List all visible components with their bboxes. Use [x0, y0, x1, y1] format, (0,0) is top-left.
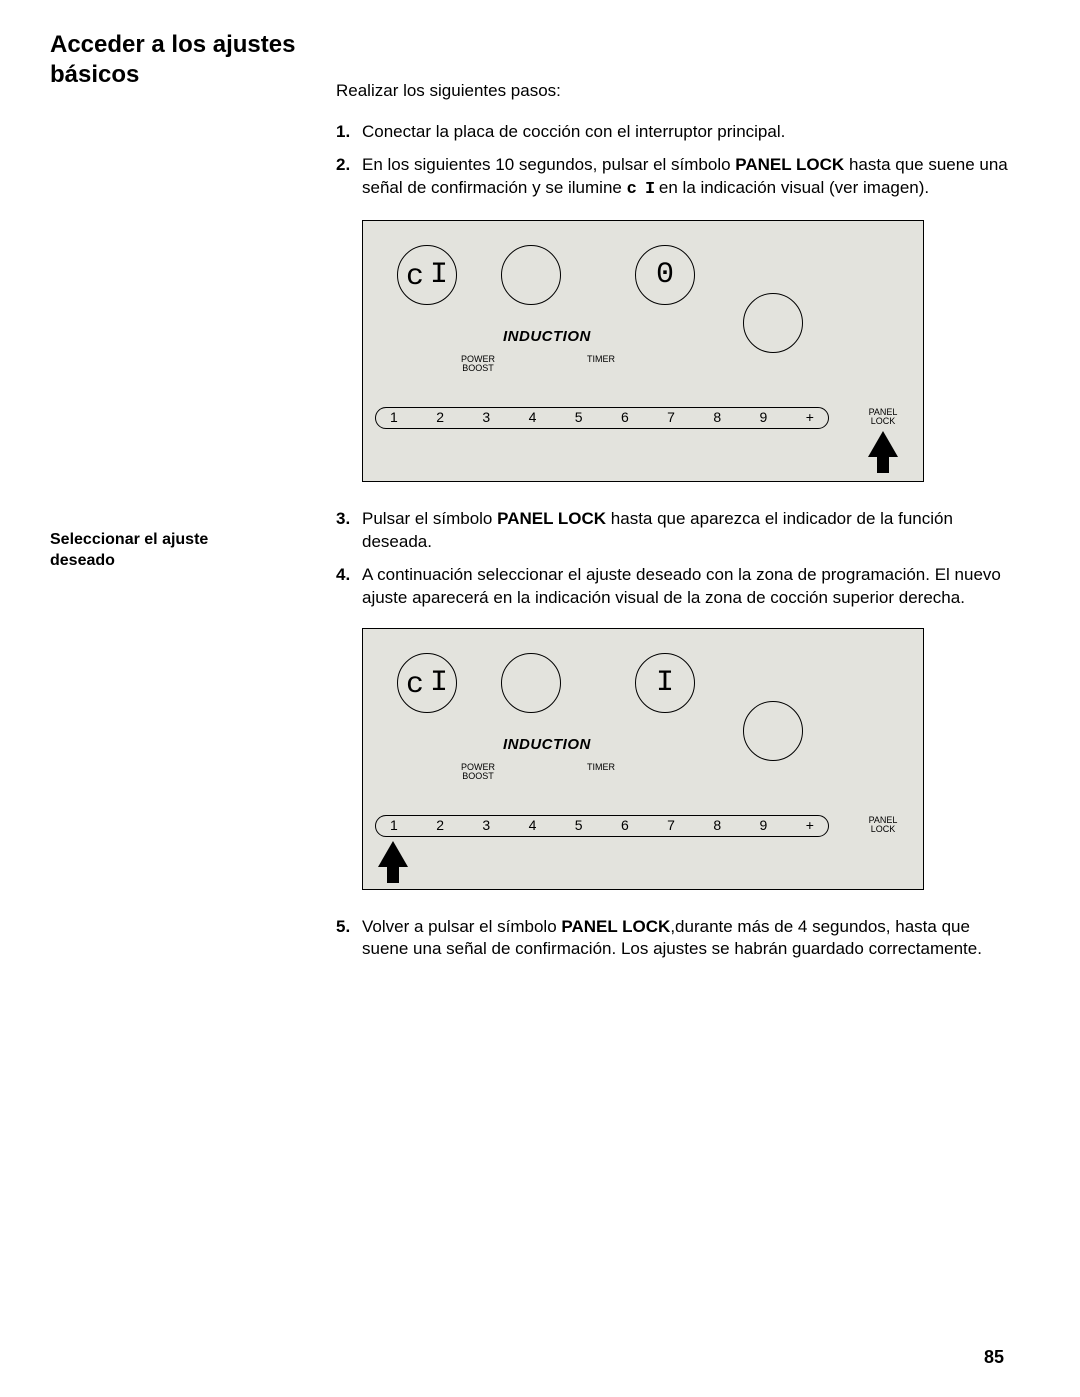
main-content: Realizar los siguientes pasos: 1. Conect…	[336, 80, 1010, 482]
induction-label: INDUCTION	[503, 327, 591, 347]
control-panel-diagram-1: c I 0 INDUCTION POWER BOOST TIMER 1 2 3 …	[362, 220, 924, 482]
slider-3: 3	[482, 408, 490, 427]
cooking-zone-display-4	[743, 701, 803, 761]
step-4: 4. A continuación seleccionar el ajuste …	[336, 564, 1010, 610]
power-slider: 1 2 3 4 5 6 7 8 9 +	[375, 815, 829, 837]
slider-8: 8	[713, 816, 721, 835]
step-number: 2.	[336, 154, 350, 177]
cooking-zone-display-3: 0	[635, 245, 695, 305]
slider-7: 7	[667, 816, 675, 835]
slider-7: 7	[667, 408, 675, 427]
step-2: 2. En los siguientes 10 segundos, pulsar…	[336, 154, 1010, 202]
arrow-up-icon	[378, 841, 408, 867]
panel-lock-keyword: PANEL LOCK	[735, 155, 844, 174]
power-boost-label: POWER BOOST	[455, 763, 501, 782]
step-3: 3. Pulsar el símbolo PANEL LOCK hasta qu…	[336, 508, 1010, 554]
seg-i: I	[656, 668, 674, 698]
step-text-pre: Pulsar el símbolo	[362, 509, 497, 528]
step-text-pre: En los siguientes 10 segundos, pulsar el…	[362, 155, 735, 174]
seg-i: I	[430, 668, 448, 698]
panel-lock-keyword: PANEL LOCK	[497, 509, 606, 528]
panel-lock-keyword: PANEL LOCK	[561, 917, 670, 936]
power-boost-label: POWER BOOST	[455, 355, 501, 374]
steps-list: 1. Conectar la placa de cocción con el i…	[336, 121, 1010, 202]
control-panel-diagram-2: c I I INDUCTION POWER BOOST TIMER 1 2 3 …	[362, 628, 924, 890]
cooking-zone-display-1: c I	[397, 245, 457, 305]
page-title: Acceder a los ajustes básicos	[50, 30, 310, 90]
slider-plus: +	[806, 816, 814, 835]
slider-9: 9	[760, 816, 768, 835]
cooking-zone-display-4	[743, 293, 803, 353]
steps-list-2: 3. Pulsar el símbolo PANEL LOCK hasta qu…	[336, 508, 1010, 610]
slider-5: 5	[575, 816, 583, 835]
seg-i: I	[430, 260, 448, 290]
step-text-post: en la indicación visual (ver imagen).	[654, 178, 929, 197]
slider-5: 5	[575, 408, 583, 427]
arrow-stem	[877, 455, 889, 473]
panel-lock-label: PANEL LOCK	[861, 816, 905, 835]
seg-0: 0	[656, 260, 674, 290]
cooking-zone-display-3: I	[635, 653, 695, 713]
step-text: A continuación seleccionar el ajuste des…	[362, 565, 1001, 607]
step-number: 3.	[336, 508, 350, 531]
arrow-stem	[387, 865, 399, 883]
slider-9: 9	[760, 408, 768, 427]
slider-2: 2	[436, 408, 444, 427]
step-1: 1. Conectar la placa de cocción con el i…	[336, 121, 1010, 144]
slider-4: 4	[529, 816, 537, 835]
panel-lock-label: PANEL LOCK	[861, 408, 905, 427]
slider-6: 6	[621, 408, 629, 427]
cooking-zone-display-2	[501, 653, 561, 713]
arrow-up-icon	[868, 431, 898, 457]
page-number: 85	[984, 1345, 1004, 1369]
slider-2: 2	[436, 816, 444, 835]
slider-6: 6	[621, 816, 629, 835]
cooking-zone-display-1: c I	[397, 653, 457, 713]
timer-label: TIMER	[587, 763, 615, 772]
subheading-select-setting: Seleccionar el ajuste deseado	[50, 530, 270, 572]
slider-3: 3	[482, 816, 490, 835]
induction-label: INDUCTION	[503, 735, 591, 755]
step-number: 5.	[336, 916, 350, 939]
step-text: Conectar la placa de cocción con el inte…	[362, 122, 785, 141]
slider-plus: +	[806, 408, 814, 427]
slider-8: 8	[713, 408, 721, 427]
steps-list-3: 5. Volver a pulsar el símbolo PANEL LOCK…	[336, 916, 1010, 962]
step-text-pre: Volver a pulsar el símbolo	[362, 917, 561, 936]
timer-label: TIMER	[587, 355, 615, 364]
step-number: 4.	[336, 564, 350, 587]
power-slider: 1 2 3 4 5 6 7 8 9 +	[375, 407, 829, 429]
intro-text: Realizar los siguientes pasos:	[336, 80, 1010, 103]
step-5: 5. Volver a pulsar el símbolo PANEL LOCK…	[336, 916, 1010, 962]
step-number: 1.	[336, 121, 350, 144]
cooking-zone-display-2	[501, 245, 561, 305]
slider-1: 1	[390, 816, 398, 835]
display-code: c I	[627, 180, 655, 199]
main-content-2: 3. Pulsar el símbolo PANEL LOCK hasta qu…	[336, 508, 1010, 962]
seg-c: c	[406, 262, 424, 292]
slider-1: 1	[390, 408, 398, 427]
slider-4: 4	[529, 408, 537, 427]
seg-c: c	[406, 670, 424, 700]
